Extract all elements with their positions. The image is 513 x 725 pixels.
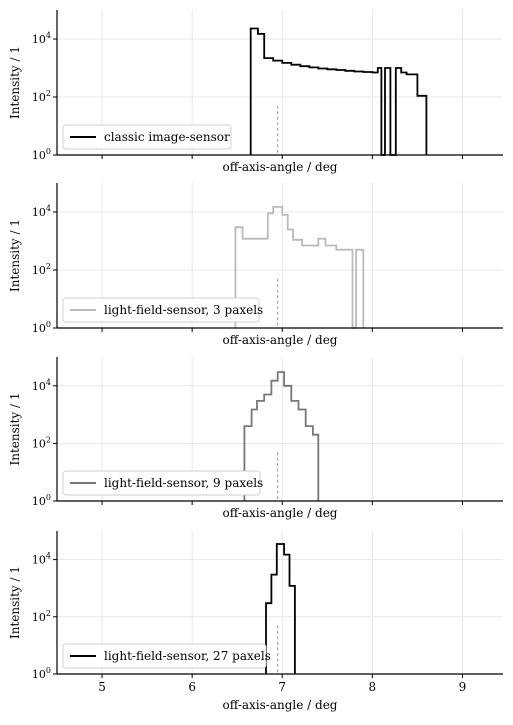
legend-label: light-field-sensor, 3 paxels: [104, 303, 263, 317]
y-tick-label: 104: [32, 378, 51, 393]
y-axis-label: Intensity / 1: [8, 219, 22, 292]
y-tick-label: 102: [32, 262, 51, 277]
x-tick-label: 5: [98, 680, 106, 694]
histogram-series-1: [243, 371, 320, 501]
y-tick-label: 100: [32, 666, 51, 681]
x-axis-label: off-axis-angle / deg: [223, 506, 338, 520]
histogram-series-1: [265, 543, 296, 674]
x-tick-label: 9: [459, 680, 467, 694]
y-tick-label: 100: [32, 493, 51, 508]
subplot-3: 100 102 104 off-axis-angle / deg Intensity /…: [8, 357, 503, 520]
y-tick-label: 102: [32, 435, 51, 450]
legend: light-field-sensor, 9 paxels: [62, 470, 263, 496]
x-tick-label: 8: [369, 680, 377, 694]
legend-frame: [62, 124, 232, 150]
y-tick-label: 100: [32, 147, 51, 162]
y-tick-label: 104: [32, 552, 51, 567]
x-tick-label: 7: [278, 680, 286, 694]
subplot-2: 100 102 104 off-axis-angle / deg Intensity /…: [8, 183, 503, 347]
y-tick-label: 102: [32, 609, 51, 624]
legend: light-field-sensor, 3 paxels: [62, 297, 263, 323]
legend-label: light-field-sensor, 9 paxels: [104, 476, 263, 490]
x-axis-label: off-axis-angle / deg: [223, 333, 338, 347]
legend-frame: [62, 643, 267, 669]
y-tick-label: 104: [32, 204, 51, 219]
legend-label: light-field-sensor, 27 paxels: [104, 649, 271, 663]
y-axis-label: Intensity / 1: [8, 566, 22, 639]
legend-frame: [62, 297, 260, 323]
y-axis-label: Intensity / 1: [8, 392, 22, 465]
y-tick-label: 104: [32, 31, 51, 46]
subplot-4: 100 102 104 5 6 7 8 9 off-axis-angle / deg Intens…: [8, 531, 503, 712]
legend: classic image-sensor: [62, 124, 232, 150]
legend-frame: [62, 470, 261, 496]
histogram-series-1: [249, 27, 428, 156]
y-tick-label: 100: [32, 320, 51, 335]
y-axis-label: Intensity / 1: [8, 46, 22, 119]
subplot-1: 100 102 104 off-axis-angle / deg Intensity /…: [8, 10, 503, 174]
x-tick-label: 6: [188, 680, 196, 694]
legend-label: classic image-sensor: [104, 130, 230, 144]
x-axis-label: off-axis-angle / deg: [223, 698, 338, 712]
legend: light-field-sensor, 27 paxels: [62, 643, 271, 669]
x-axis-label: off-axis-angle / deg: [223, 160, 338, 174]
y-tick-label: 102: [32, 89, 51, 104]
